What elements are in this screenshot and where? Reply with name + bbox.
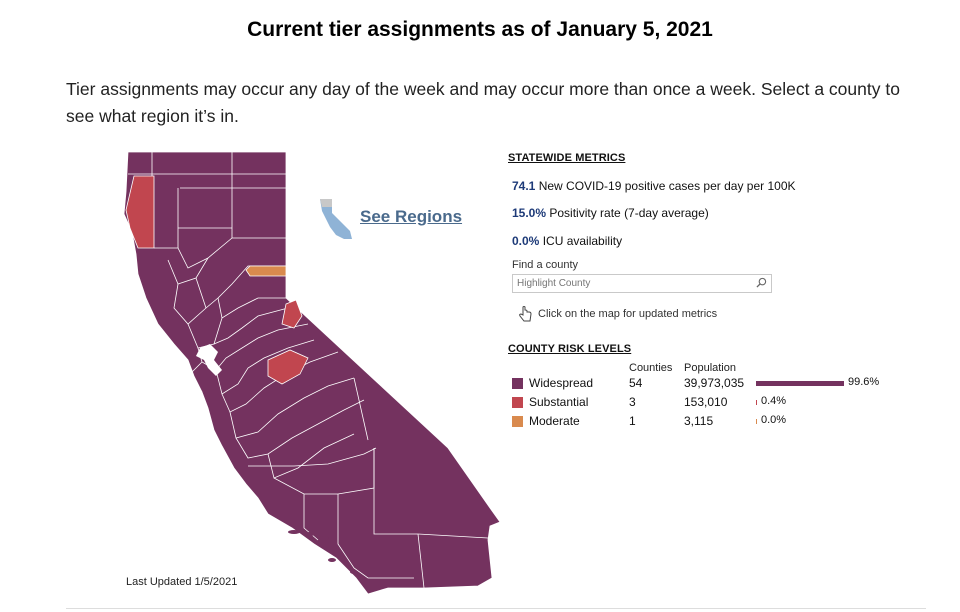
metric-icu-label: ICU availability (542, 234, 623, 248)
risk-county-count: 1 (629, 414, 636, 428)
california-inset-icon (320, 199, 352, 239)
pointer-hand-icon (519, 306, 532, 322)
risk-population-percent: 0.4% (761, 395, 787, 407)
risk-county-count: 3 (629, 395, 636, 409)
county-boundaries (128, 152, 489, 589)
risk-population: 153,010 (684, 395, 728, 409)
last-updated-label: Last Updated 1/5/2021 (126, 576, 238, 588)
col-header-counties: Counties (629, 362, 673, 374)
click-hint: Click on the map for updated metrics (518, 306, 717, 322)
risk-level-name: Widespread (529, 376, 594, 390)
risk-population-bar (756, 419, 757, 424)
bottom-divider (66, 608, 926, 609)
county-substantial-mariposa[interactable] (267, 349, 309, 385)
county-search-field[interactable] (512, 274, 772, 293)
metric-positivity-value: 15.0% (512, 206, 547, 220)
metric-positivity: 15.0% Positivity rate (7-day average) (512, 206, 709, 220)
risk-county-count: 54 (629, 376, 643, 390)
county-moderate-sierra[interactable] (245, 265, 287, 277)
risk-swatch (512, 397, 523, 408)
risk-population: 39,973,035 (684, 376, 745, 390)
statewide-metrics-heading: STATEWIDE METRICS (508, 152, 626, 164)
risk-row-widespread: Widespread 54 39,973,035 99.6% (512, 376, 912, 392)
county-widespread-region[interactable] (123, 151, 501, 595)
county-substantial-alpine[interactable] (281, 299, 303, 329)
metric-positivity-label: Positivity rate (7-day average) (549, 206, 709, 220)
county-substantial-del-norte-humboldt[interactable] (125, 175, 155, 249)
metric-cases: 74.1 New COVID-19 positive cases per day… (512, 179, 796, 193)
channel-islands (288, 530, 358, 574)
metric-cases-value: 74.1 (512, 179, 536, 193)
metric-icu-value: 0.0% (512, 234, 540, 248)
find-county-label: Find a county (512, 259, 579, 271)
search-icon[interactable] (756, 277, 767, 288)
risk-level-name: Substantial (529, 395, 589, 409)
risk-population-percent: 0.0% (761, 414, 787, 426)
col-header-population: Population (684, 362, 736, 374)
county-search-input[interactable] (513, 275, 751, 292)
risk-swatch (512, 378, 523, 389)
risk-row-moderate: Moderate 1 3,115 0.0% (512, 414, 912, 430)
risk-population-bar (756, 400, 757, 405)
county-risk-levels-heading: COUNTY RISK LEVELS (508, 343, 632, 355)
california-county-map[interactable] (118, 148, 508, 600)
see-regions-block[interactable]: See Regions (316, 197, 476, 245)
intro-text: Tier assignments may occur any day of th… (66, 79, 900, 126)
risk-level-name: Moderate (529, 414, 580, 428)
bay-water (196, 344, 222, 376)
page-title: Current tier assignments as of January 5… (247, 18, 713, 41)
risk-population-percent: 99.6% (848, 376, 880, 388)
risk-swatch (512, 416, 523, 427)
click-hint-text: Click on the map for updated metrics (538, 308, 718, 320)
metric-cases-label: New COVID-19 positive cases per day per … (538, 179, 796, 193)
risk-population: 3,115 (684, 414, 714, 428)
risk-row-substantial: Substantial 3 153,010 0.4% (512, 395, 912, 411)
metric-icu: 0.0% ICU availability (512, 234, 622, 248)
risk-population-bar (756, 381, 844, 386)
see-regions-link[interactable]: See Regions (360, 207, 463, 226)
